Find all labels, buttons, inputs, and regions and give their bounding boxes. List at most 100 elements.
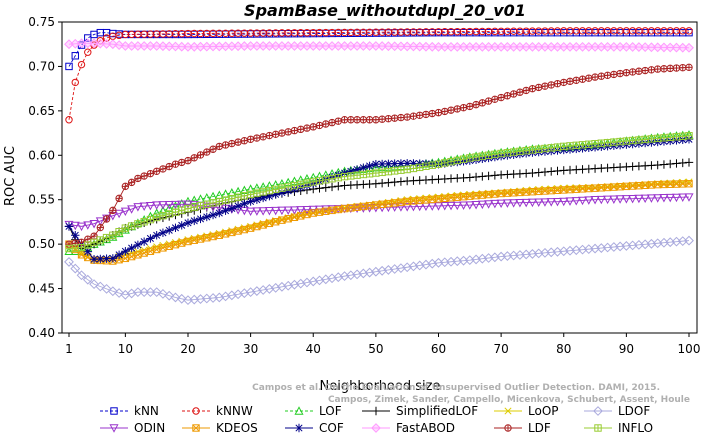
- legend-item-ldof: LDOF: [584, 404, 650, 418]
- data-point-ldf: [472, 100, 480, 109]
- data-point-odin: [640, 194, 650, 204]
- data-point-ldof: [64, 257, 74, 267]
- data-point-ldf: [372, 116, 380, 124]
- data-point-odin: [264, 207, 274, 216]
- data-point-ldof: [95, 281, 106, 292]
- data-point-ldof: [151, 287, 162, 298]
- data-point-odin: [277, 206, 287, 216]
- data-point-ldf: [96, 223, 105, 232]
- data-point-kdeos: [466, 192, 474, 200]
- data-point-ldf: [171, 160, 180, 168]
- legend-label-odin: ODIN: [134, 421, 165, 434]
- data-point-inflo: [397, 166, 405, 174]
- data-point-knnw: [71, 78, 79, 87]
- data-point-kdeos: [259, 221, 267, 229]
- legend-marker-lof: [294, 406, 304, 415]
- legend-item-kdeos: KDEOS: [182, 421, 258, 434]
- data-point-ldf: [246, 135, 255, 143]
- legend: kNN kNNW LOF SimplifiedLOF LoOP LDOF ODIN KDEOS…: [100, 404, 653, 434]
- data-point-odin: [296, 206, 306, 215]
- y-tick-label: 0.75: [28, 15, 55, 29]
- data-point-ldf: [159, 165, 167, 173]
- data-point-ldf: [290, 126, 299, 135]
- data-point-fastabod: [414, 41, 425, 52]
- y-axis-label: ROC AUC: [3, 146, 18, 206]
- y-tick-label: 0.65: [28, 104, 55, 118]
- data-point-odin: [114, 209, 124, 219]
- data-point-simplifiedlof: [490, 171, 500, 180]
- data-point-ldof: [107, 286, 118, 297]
- y-tick-label: 0.60: [28, 148, 55, 162]
- legend-marker-odin: [109, 424, 119, 433]
- data-point-ldf: [365, 116, 374, 124]
- data-point-kdeos: [685, 180, 693, 188]
- data-point-ldf: [622, 68, 631, 77]
- legend-label-fastabod: FastABOD: [396, 421, 455, 434]
- data-point-ldof: [76, 270, 87, 281]
- data-point-ldof: [101, 283, 112, 294]
- x-tick-label: 10: [118, 342, 133, 356]
- data-point-ldf: [534, 83, 543, 92]
- data-point-cof: [64, 222, 74, 231]
- data-point-simplifiedlof: [553, 166, 562, 176]
- data-point-ldf: [240, 137, 249, 145]
- data-point-inflo: [390, 167, 399, 175]
- data-point-fastabod: [176, 41, 187, 52]
- data-point-ldf: [228, 139, 236, 148]
- data-point-odin: [258, 207, 268, 216]
- data-point-cof: [202, 212, 211, 222]
- data-point-loop: [679, 178, 687, 186]
- data-point-kdeos: [547, 186, 555, 195]
- data-point-odin: [609, 195, 619, 204]
- data-point-knnw: [77, 60, 86, 69]
- data-point-odin: [502, 199, 512, 208]
- data-point-ldf: [441, 107, 449, 116]
- data-point-odin: [465, 201, 475, 210]
- legend-item-fastabod: FastABOD: [362, 421, 455, 434]
- legend-item-odin: ODIN: [100, 421, 165, 434]
- data-point-kdeos: [265, 219, 274, 228]
- legend-marker-simplifiedlof: [371, 406, 381, 416]
- data-point-fastabod: [89, 38, 99, 49]
- data-point-odin: [584, 196, 594, 205]
- series-kdeos: [65, 180, 693, 265]
- data-point-ldf: [616, 69, 624, 78]
- data-point-ldf: [221, 141, 230, 149]
- data-point-kdeos: [472, 191, 480, 200]
- data-point-cof: [365, 161, 374, 171]
- plot-area: 0.40 0.45 0.50 0.55 0.60 0.65 0.70 0.75 1 10 20 30 4…: [28, 15, 700, 356]
- data-point-ldf: [284, 128, 292, 136]
- data-point-simplifiedlof: [478, 172, 487, 181]
- data-point-fastabod: [671, 42, 682, 53]
- data-point-kdeos: [140, 249, 148, 257]
- data-point-fastabod: [101, 39, 112, 49]
- data-point-ldf: [578, 75, 587, 83]
- legend-item-simplifiedlof: SimplifiedLOF: [362, 404, 478, 418]
- data-point-odin: [271, 206, 281, 216]
- data-point-cof: [121, 247, 130, 256]
- data-point-kdeos: [441, 194, 449, 202]
- data-point-odin: [120, 207, 130, 217]
- data-point-odin: [177, 200, 187, 210]
- data-point-loop: [171, 238, 180, 247]
- data-point-simplifiedlof: [528, 168, 537, 178]
- data-point-ldof: [158, 288, 168, 299]
- data-point-odin: [145, 201, 155, 211]
- data-point-odin: [76, 222, 87, 232]
- data-point-ldf: [134, 174, 142, 183]
- data-point-ldf: [203, 148, 211, 156]
- data-point-ldf: [234, 138, 242, 146]
- data-point-ldf: [102, 215, 111, 223]
- data-point-odin: [477, 200, 487, 210]
- data-point-kdeos: [628, 182, 637, 190]
- data-point-kdeos: [484, 190, 493, 199]
- data-point-kdeos: [203, 234, 211, 242]
- data-point-odin: [634, 194, 644, 204]
- data-point-ldf: [109, 206, 117, 215]
- x-tick-label: 100: [678, 342, 701, 356]
- data-point-fastabod: [164, 41, 175, 52]
- data-point-odin: [89, 220, 99, 229]
- data-point-odin: [671, 193, 682, 203]
- y-tick-label: 0.55: [28, 193, 55, 207]
